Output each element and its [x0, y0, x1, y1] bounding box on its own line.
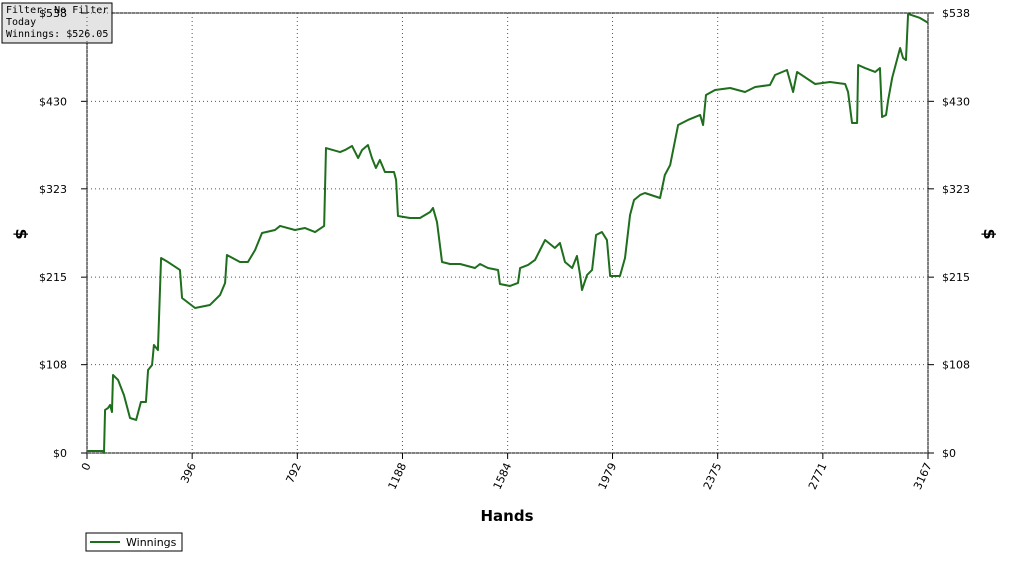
- x-tick-label: 396: [178, 461, 199, 486]
- y2-axis-label: $: [980, 228, 999, 239]
- x-tick-label: 0: [79, 461, 94, 473]
- winnings-line: [87, 12, 929, 454]
- x-axis-label: Hands: [480, 507, 533, 525]
- x-tick-label: 1584: [491, 461, 515, 492]
- legend: [85, 532, 183, 552]
- y-tick-label: $215: [39, 271, 67, 284]
- x-tick-label: 1979: [596, 461, 620, 492]
- x-tick-label: 3167: [911, 461, 935, 492]
- annotation: Today: [6, 17, 36, 28]
- legend-label: Winnings: [126, 536, 177, 549]
- y2-tick-label: $323: [942, 183, 970, 196]
- y-tick-label: $108: [39, 359, 67, 372]
- x-tick-label: 792: [283, 461, 304, 486]
- x-tick-label: 1188: [386, 461, 410, 492]
- y2-tick-label: $215: [942, 271, 970, 284]
- annotation: Filter: No Filter: [6, 5, 108, 16]
- y2-tick-label: $0: [942, 447, 956, 460]
- x-tick-label: 2771: [806, 461, 830, 492]
- y2-tick-label: $430: [942, 95, 970, 108]
- annotation-box: [1, 2, 113, 44]
- y2-tick-label: $108: [942, 359, 970, 372]
- y-tick-label: $538: [39, 7, 67, 20]
- y2-tick-label: $538: [942, 7, 970, 20]
- y-tick-label: $0: [53, 447, 67, 460]
- y-axis-label: $: [12, 228, 31, 239]
- x-tick-label: 2375: [701, 461, 725, 492]
- annotation: Winnings: $526.05: [6, 29, 108, 40]
- y-tick-label: $323: [39, 183, 67, 196]
- y-tick-label: $430: [39, 95, 67, 108]
